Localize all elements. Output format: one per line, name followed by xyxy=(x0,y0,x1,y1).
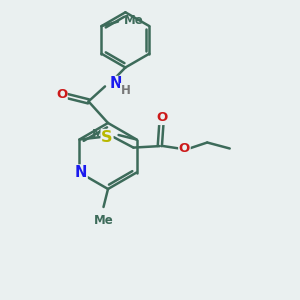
Text: O: O xyxy=(179,142,190,155)
Text: Me: Me xyxy=(124,14,144,27)
Text: O: O xyxy=(157,111,168,124)
Text: S: S xyxy=(101,130,113,145)
Text: H: H xyxy=(121,83,130,97)
Text: N: N xyxy=(75,165,87,180)
Text: Me: Me xyxy=(94,214,113,227)
Text: N: N xyxy=(110,76,122,92)
Text: O: O xyxy=(56,88,67,101)
Text: Me: Me xyxy=(92,128,112,142)
